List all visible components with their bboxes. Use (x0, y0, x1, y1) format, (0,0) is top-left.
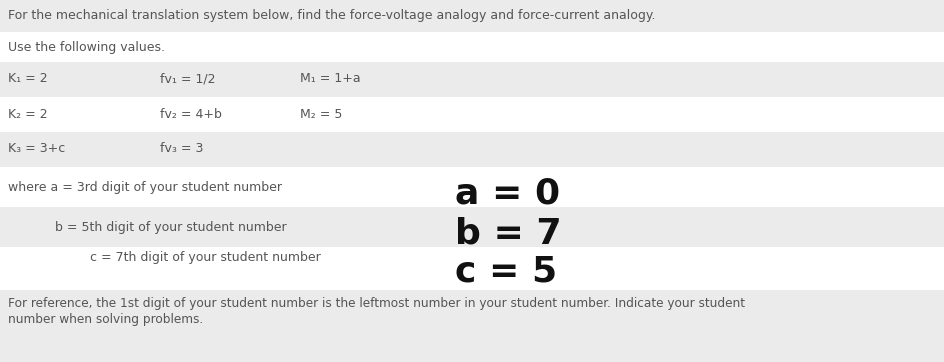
Text: fv₁ = 1/2: fv₁ = 1/2 (160, 72, 215, 85)
Text: K₂ = 2: K₂ = 2 (8, 108, 47, 121)
FancyBboxPatch shape (0, 290, 944, 362)
Text: b = 7: b = 7 (454, 216, 561, 250)
Text: Use the following values.: Use the following values. (8, 41, 165, 54)
Text: number when solving problems.: number when solving problems. (8, 313, 203, 327)
Text: fv₃ = 3: fv₃ = 3 (160, 143, 203, 156)
FancyBboxPatch shape (0, 132, 944, 167)
Text: M₁ = 1+a: M₁ = 1+a (299, 72, 361, 85)
FancyBboxPatch shape (0, 207, 944, 247)
Text: b = 5th digit of your student number: b = 5th digit of your student number (55, 220, 286, 233)
FancyBboxPatch shape (0, 32, 944, 62)
FancyBboxPatch shape (0, 62, 944, 97)
Text: c = 7th digit of your student number: c = 7th digit of your student number (90, 252, 320, 265)
Text: where a = 3rd digit of your student number: where a = 3rd digit of your student numb… (8, 181, 281, 194)
Text: M₂ = 5: M₂ = 5 (299, 108, 342, 121)
Text: a = 0: a = 0 (454, 176, 560, 210)
FancyBboxPatch shape (0, 247, 944, 290)
Text: K₁ = 2: K₁ = 2 (8, 72, 47, 85)
FancyBboxPatch shape (0, 97, 944, 132)
Text: c = 5: c = 5 (454, 255, 557, 289)
Text: For the mechanical translation system below, find the force-voltage analogy and : For the mechanical translation system be… (8, 9, 655, 22)
Text: fv₂ = 4+b: fv₂ = 4+b (160, 108, 222, 121)
Text: K₃ = 3+c: K₃ = 3+c (8, 143, 65, 156)
FancyBboxPatch shape (0, 167, 944, 207)
FancyBboxPatch shape (0, 0, 944, 32)
Text: For reference, the 1st digit of your student number is the leftmost number in yo: For reference, the 1st digit of your stu… (8, 298, 744, 311)
